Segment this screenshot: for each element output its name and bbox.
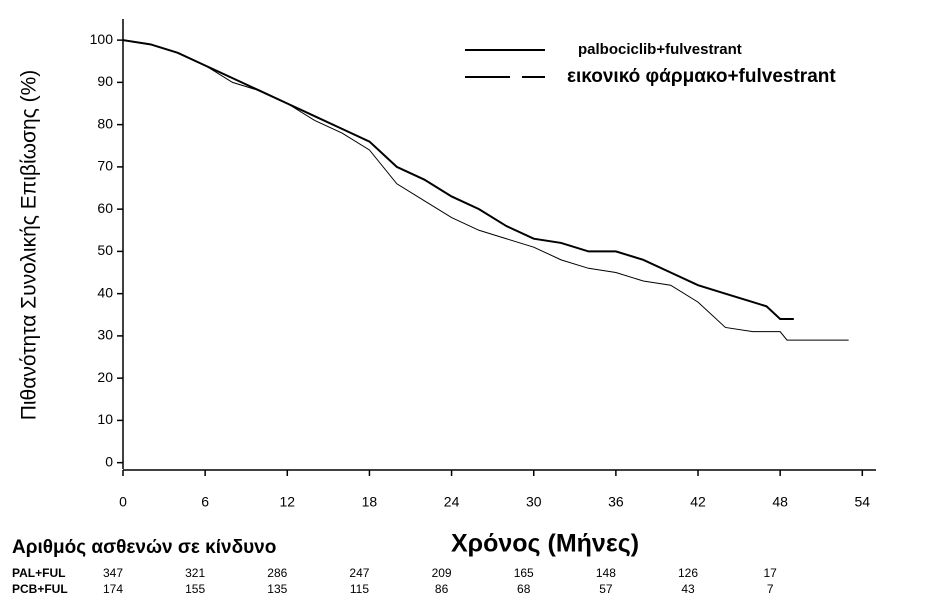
y-tick-label: 40 xyxy=(97,284,113,300)
y-tick-label: 60 xyxy=(97,200,113,216)
y-tick-label: 100 xyxy=(90,31,114,47)
risk-value: 247 xyxy=(349,566,369,580)
risk-table-title: Αριθμός ασθενών σε κίνδυνο xyxy=(12,537,276,558)
survival-curve xyxy=(122,39,794,320)
risk-value: 321 xyxy=(185,566,205,580)
legend-label: εικονικό φάρμακο+fulvestrant xyxy=(567,66,836,87)
risk-value: 209 xyxy=(432,566,452,580)
x-tick-label: 0 xyxy=(119,494,127,510)
x-axis-label: Χρόνος (Μήνες) xyxy=(451,530,639,558)
risk-value: 155 xyxy=(185,582,205,596)
x-tick-label: 12 xyxy=(280,494,296,510)
risk-value: 57 xyxy=(599,582,613,596)
risk-value: 7 xyxy=(767,582,774,596)
x-tick-label: 18 xyxy=(362,494,378,510)
y-tick-label: 30 xyxy=(97,327,113,343)
x-tick-label: 6 xyxy=(201,494,209,510)
risk-value: 165 xyxy=(514,566,534,580)
y-tick-label: 90 xyxy=(97,73,113,89)
y-tick-label: 0 xyxy=(105,453,113,469)
survival-curve xyxy=(122,39,849,341)
risk-value: 126 xyxy=(678,566,698,580)
y-tick-label: 20 xyxy=(97,369,113,385)
x-tick-label: 54 xyxy=(855,494,871,510)
risk-value: 43 xyxy=(681,582,695,596)
y-tick-label: 80 xyxy=(97,115,113,131)
x-tick-label: 24 xyxy=(444,494,460,510)
y-axis-label: Πιθανότητα Συνολικής Επιβίωσης (%) xyxy=(18,70,41,421)
x-tick-label: 48 xyxy=(772,494,788,510)
x-tick-label: 42 xyxy=(690,494,706,510)
risk-value: 86 xyxy=(435,582,449,596)
risk-value: 135 xyxy=(267,582,287,596)
risk-row-label: PCB+FUL xyxy=(12,582,68,596)
risk-value: 347 xyxy=(103,566,123,580)
risk-value: 174 xyxy=(103,582,123,596)
risk-value: 286 xyxy=(267,566,287,580)
risk-value: 148 xyxy=(596,566,616,580)
risk-row-label: PAL+FUL xyxy=(12,566,65,580)
x-tick-label: 30 xyxy=(526,494,542,510)
y-tick-label: 70 xyxy=(97,158,113,174)
y-tick-label: 50 xyxy=(97,242,113,258)
risk-value: 17 xyxy=(763,566,777,580)
y-tick-label: 10 xyxy=(97,411,113,427)
risk-value: 68 xyxy=(517,582,531,596)
x-tick-label: 36 xyxy=(608,494,624,510)
risk-value: 115 xyxy=(350,582,369,596)
legend-label: palbociclib+fulvestrant xyxy=(578,41,742,58)
